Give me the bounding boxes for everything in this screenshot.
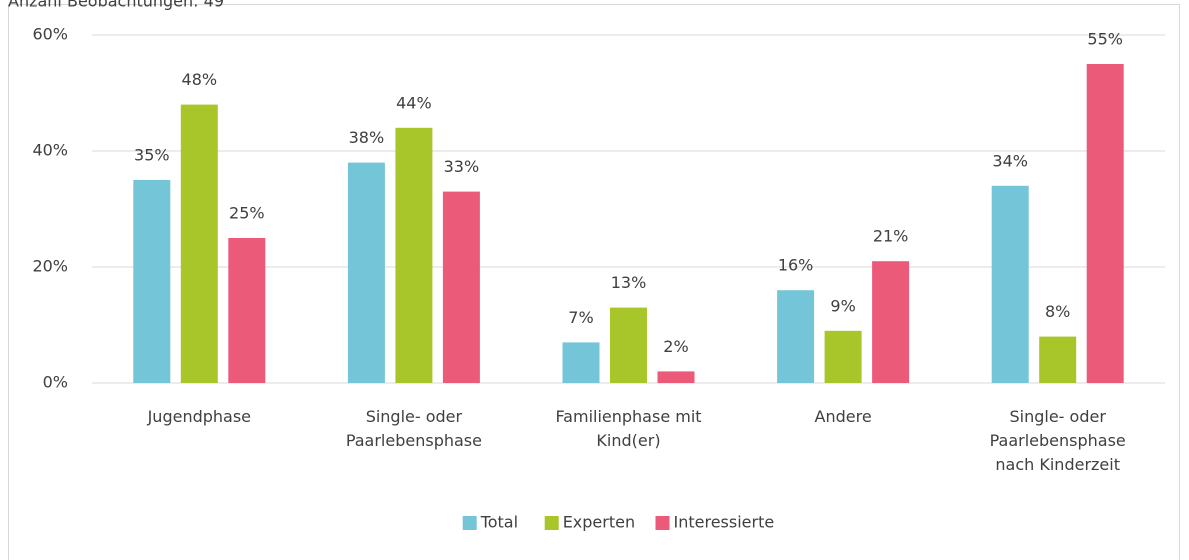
bar bbox=[610, 307, 647, 383]
bar bbox=[347, 162, 385, 383]
data-label: 48% bbox=[182, 70, 218, 89]
x-tick-label-line: Familienphase mit bbox=[555, 407, 701, 426]
data-label: 2% bbox=[663, 337, 688, 356]
data-label: 55% bbox=[1087, 30, 1123, 49]
note: Anzahl Beobachtungen: 49 bbox=[8, 0, 224, 11]
data-label: 21% bbox=[873, 227, 909, 246]
x-tick-label-line: Paarlebensphase bbox=[346, 431, 482, 450]
x-tick-label-line: Kind(er) bbox=[596, 431, 660, 450]
bar bbox=[657, 371, 695, 383]
data-label: 35% bbox=[134, 146, 170, 165]
x-tick-label: Andere bbox=[815, 407, 872, 426]
data-label: 44% bbox=[396, 93, 432, 112]
data-label: 33% bbox=[444, 157, 480, 176]
bar bbox=[562, 342, 600, 383]
x-tick-label-line: Single- oder bbox=[366, 407, 463, 426]
bar bbox=[180, 104, 218, 383]
chart-frame bbox=[8, 4, 1180, 560]
data-label: 16% bbox=[778, 256, 814, 275]
legend-swatch bbox=[544, 516, 559, 530]
x-tick-label-line: nach Kinderzeit bbox=[995, 455, 1120, 474]
data-label: 38% bbox=[349, 128, 385, 147]
legend-label: Interessierte bbox=[674, 513, 775, 532]
data-label: 8% bbox=[1045, 302, 1070, 321]
data-label: 25% bbox=[229, 204, 265, 223]
legend-swatch bbox=[462, 516, 477, 530]
bar bbox=[133, 180, 171, 383]
data-label: 9% bbox=[830, 296, 855, 315]
y-tick-label: 40% bbox=[32, 141, 68, 160]
legend-label: Experten bbox=[563, 513, 635, 532]
data-label: 34% bbox=[992, 151, 1028, 170]
x-tick-label: Single- oder Paarlebensphase bbox=[346, 407, 482, 450]
x-tick-label: Familienphase mit Kind(er) bbox=[555, 407, 701, 450]
x-tick-label: Jugendphase bbox=[147, 407, 251, 426]
y-tick-label: 60% bbox=[32, 25, 68, 44]
bar bbox=[824, 330, 862, 383]
bar bbox=[872, 261, 910, 383]
data-label: 7% bbox=[568, 308, 593, 327]
y-tick-label: 0% bbox=[43, 373, 68, 392]
bar bbox=[991, 185, 1029, 383]
data-label: 13% bbox=[611, 273, 647, 292]
x-tick-label-line: Andere bbox=[815, 407, 872, 426]
bar bbox=[1086, 64, 1124, 383]
bar bbox=[777, 290, 815, 383]
bar bbox=[228, 238, 266, 383]
bar bbox=[395, 127, 433, 383]
bar bbox=[1039, 336, 1077, 383]
x-tick-label-line: Jugendphase bbox=[147, 407, 251, 426]
bar bbox=[442, 191, 480, 383]
legend-swatch bbox=[655, 516, 670, 530]
x-tick-label-line: Single- oder bbox=[1009, 407, 1106, 426]
x-tick-label: Single- oder Paarlebensphase nach Kinderze… bbox=[990, 407, 1126, 474]
y-tick-label: 20% bbox=[32, 257, 68, 276]
x-tick-label-line: Paarlebensphase bbox=[990, 431, 1126, 450]
legend-label: Total bbox=[480, 513, 518, 532]
